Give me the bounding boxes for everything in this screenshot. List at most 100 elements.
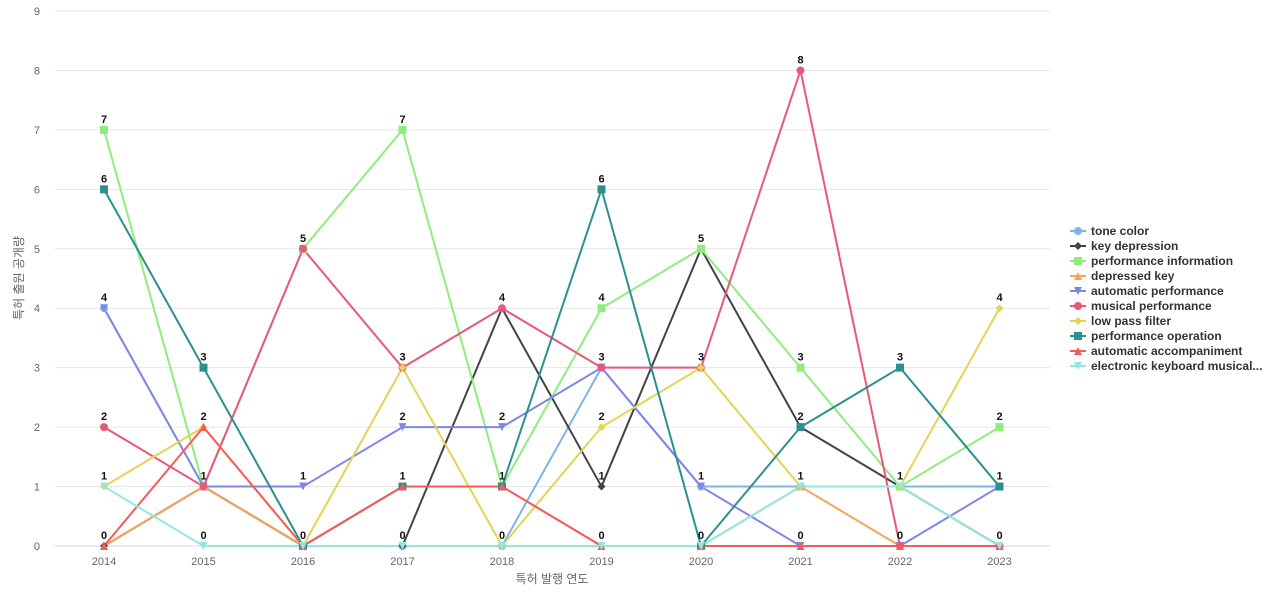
x-tick-label: 2021 [788, 556, 812, 568]
series-markers [100, 66, 1004, 550]
legend-label: musical performance [1091, 299, 1212, 313]
legend-marker [1074, 317, 1082, 325]
data-label: 1 [897, 471, 903, 483]
legend-item[interactable]: low pass filter [1070, 314, 1171, 328]
x-tick-label: 2015 [191, 556, 215, 568]
data-label: 2 [797, 411, 803, 423]
y-tick-label: 3 [34, 363, 40, 375]
data-label: 1 [598, 471, 604, 483]
data-point [995, 304, 1004, 313]
legend-label: key depression [1091, 239, 1178, 253]
legend-marker [1074, 332, 1082, 340]
data-point [995, 542, 1004, 550]
legend-item[interactable]: performance operation [1070, 329, 1222, 343]
x-tick-label: 2017 [390, 556, 414, 568]
data-label: 1 [101, 471, 107, 483]
data-point [896, 363, 904, 372]
data-point [398, 363, 407, 372]
data-point [995, 482, 1004, 491]
data-point [697, 542, 705, 550]
legend-label: low pass filter [1091, 314, 1171, 328]
data-label: 4 [598, 292, 605, 304]
data-point [299, 244, 307, 253]
data-label: 3 [897, 352, 903, 364]
data-label: 0 [300, 530, 306, 542]
data-label: 1 [399, 471, 405, 483]
data-point [796, 542, 805, 550]
legend-marker [1074, 302, 1082, 310]
data-label: 0 [499, 530, 505, 542]
data-point [896, 542, 904, 550]
y-tick-label: 0 [34, 541, 40, 553]
legend-item[interactable]: depressed key [1070, 269, 1175, 283]
data-label: 4 [101, 292, 108, 304]
x-tick-label: 2019 [589, 556, 613, 568]
data-point [199, 542, 208, 550]
data-point [597, 363, 606, 372]
y-tick-label: 4 [34, 303, 40, 315]
legend-label: electronic keyboard musical... [1091, 359, 1262, 373]
data-point [398, 423, 407, 432]
legend-label: depressed key [1091, 269, 1175, 283]
data-point [697, 482, 705, 491]
data-label: 2 [399, 411, 405, 423]
data-point [398, 125, 407, 134]
series-lines [103, 69, 1001, 547]
legend-item[interactable]: key depression [1070, 239, 1178, 253]
data-point [597, 185, 606, 194]
legend-item[interactable]: automatic accompaniment [1070, 344, 1242, 358]
data-label: 3 [200, 352, 206, 364]
legend-item[interactable]: automatic performance [1070, 284, 1224, 298]
data-label: 7 [399, 114, 405, 126]
data-point [100, 482, 108, 491]
data-point [597, 482, 606, 491]
legend-marker [1074, 272, 1082, 280]
legend-marker [1074, 362, 1082, 370]
y-axis-title: 특허 출원 공개량 [12, 236, 26, 320]
legend-marker [1074, 227, 1082, 235]
x-tick-label: 2022 [888, 556, 912, 568]
data-label: 0 [598, 530, 604, 542]
x-axis-title: 특허 발행 연도 [516, 571, 589, 586]
x-tick-label: 2020 [689, 556, 713, 568]
data-point [796, 482, 805, 491]
legend-item[interactable]: musical performance [1070, 299, 1212, 313]
y-tick-label: 8 [34, 65, 40, 77]
data-point [100, 304, 108, 313]
data-label: 1 [200, 471, 206, 483]
data-point [100, 542, 108, 550]
legend-item[interactable]: electronic keyboard musical... [1070, 359, 1262, 373]
data-label: 4 [996, 292, 1003, 304]
data-label: 1 [797, 471, 803, 483]
legend-item[interactable]: performance information [1070, 254, 1233, 268]
data-point [199, 482, 208, 491]
data-label: 2 [499, 411, 505, 423]
data-point [697, 244, 705, 253]
legend-item[interactable]: tone color [1070, 224, 1149, 238]
data-label: 6 [598, 173, 604, 185]
data-label: 5 [300, 233, 306, 245]
data-label: 0 [698, 530, 704, 542]
data-point [299, 482, 307, 491]
y-tick-label: 9 [34, 6, 40, 18]
data-point [199, 363, 208, 372]
x-tick-label: 2018 [490, 556, 514, 568]
legend-label: performance operation [1091, 329, 1222, 343]
legend-marker [1074, 287, 1082, 295]
data-point [199, 423, 208, 432]
series-line [103, 188, 1001, 547]
data-label: 1 [698, 471, 704, 483]
data-point [697, 363, 705, 372]
x-tick-label: 2014 [92, 556, 116, 568]
data-point [498, 542, 506, 550]
legend-marker [1074, 242, 1082, 250]
data-label: 0 [996, 530, 1002, 542]
y-tick-label: 1 [34, 482, 40, 494]
data-point [796, 423, 805, 432]
data-label: 2 [598, 411, 604, 423]
gridlines [55, 10, 1050, 547]
data-point [498, 304, 506, 313]
data-label: 7 [101, 114, 107, 126]
data-point [299, 542, 307, 550]
